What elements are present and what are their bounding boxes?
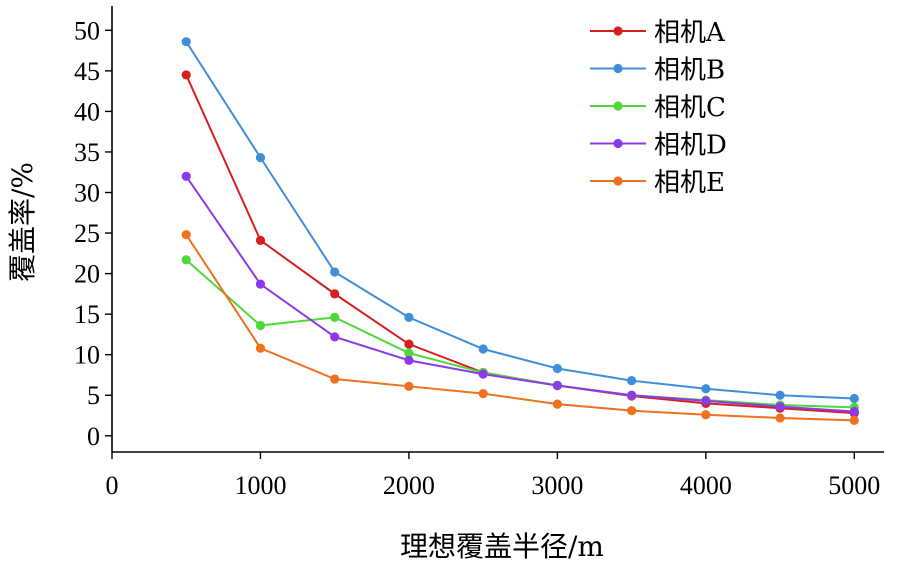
data-point: [478, 344, 488, 354]
data-point: [181, 230, 191, 240]
data-point: [775, 413, 785, 423]
data-point: [552, 363, 562, 374]
data-point: [330, 267, 340, 277]
data-point: [181, 37, 191, 47]
series-line-3: [185, 259, 855, 409]
y-tick-label: 45: [74, 57, 100, 86]
data-point: [849, 406, 859, 417]
data-point: [255, 320, 266, 331]
legend-label: 相机E: [654, 168, 725, 198]
x-tick-label: 1000: [234, 471, 286, 500]
x-tick-label: 2000: [383, 471, 435, 500]
y-tick-label: 35: [74, 138, 100, 167]
data-point: [255, 153, 266, 163]
y-tick-label: 30: [74, 179, 100, 208]
data-point: [478, 369, 488, 379]
series-line-4: [185, 175, 855, 413]
data-point: [404, 381, 414, 391]
legend-label: 相机A: [654, 18, 726, 48]
series-line-5: [185, 234, 855, 422]
y-tick-label: 40: [74, 97, 100, 126]
data-point: [701, 384, 711, 394]
data-point: [701, 396, 711, 406]
data-point: [404, 355, 414, 365]
data-point: [404, 312, 414, 322]
data-point: [627, 390, 637, 400]
data-point: [775, 390, 785, 400]
data-point: [775, 401, 785, 412]
series-line-1: [185, 74, 855, 415]
y-tick-label: 50: [74, 16, 100, 45]
data-point: [404, 348, 414, 358]
legend-swatch-marker: [613, 63, 623, 74]
data-point: [255, 279, 266, 289]
y-tick-label: 0: [87, 422, 100, 451]
data-point: [181, 171, 191, 181]
legend-swatch-marker: [613, 176, 623, 186]
x-axis-title: 理想覆盖半径/m: [400, 530, 604, 562]
data-point: [552, 399, 562, 409]
data-point: [330, 374, 340, 384]
y-tick-label: 15: [74, 300, 100, 329]
data-point: [552, 380, 562, 391]
x-tick-label: 5000: [828, 471, 880, 500]
legend-label: 相机B: [654, 56, 725, 86]
legend-swatch-marker: [613, 138, 623, 149]
data-point: [330, 312, 340, 322]
series-line-2: [185, 41, 855, 400]
legend-label: 相机C: [654, 93, 726, 123]
data-point: [627, 376, 637, 386]
data-point: [478, 389, 488, 399]
data-point: [849, 393, 859, 404]
data-point: [330, 289, 340, 299]
data-point: [627, 406, 637, 416]
data-point: [181, 70, 191, 80]
y-axis-title: 覆盖率/%: [6, 162, 39, 282]
legend-swatch-marker: [613, 101, 623, 111]
data-point: [255, 343, 266, 353]
data-point: [330, 332, 340, 342]
data-point: [255, 235, 266, 245]
y-tick-label: 25: [74, 219, 100, 248]
data-point: [181, 255, 191, 265]
legend-swatch-marker: [613, 26, 623, 36]
x-tick-label: 0: [106, 471, 119, 500]
y-tick-label: 5: [87, 381, 100, 410]
data-point: [701, 410, 711, 420]
x-tick-label: 4000: [680, 471, 732, 500]
x-tick-label: 3000: [531, 471, 583, 500]
data-point: [404, 339, 414, 349]
data-point: [849, 415, 859, 425]
y-tick-label: 10: [74, 341, 100, 370]
y-tick-label: 20: [74, 260, 100, 289]
legend-label: 相机D: [654, 131, 727, 161]
